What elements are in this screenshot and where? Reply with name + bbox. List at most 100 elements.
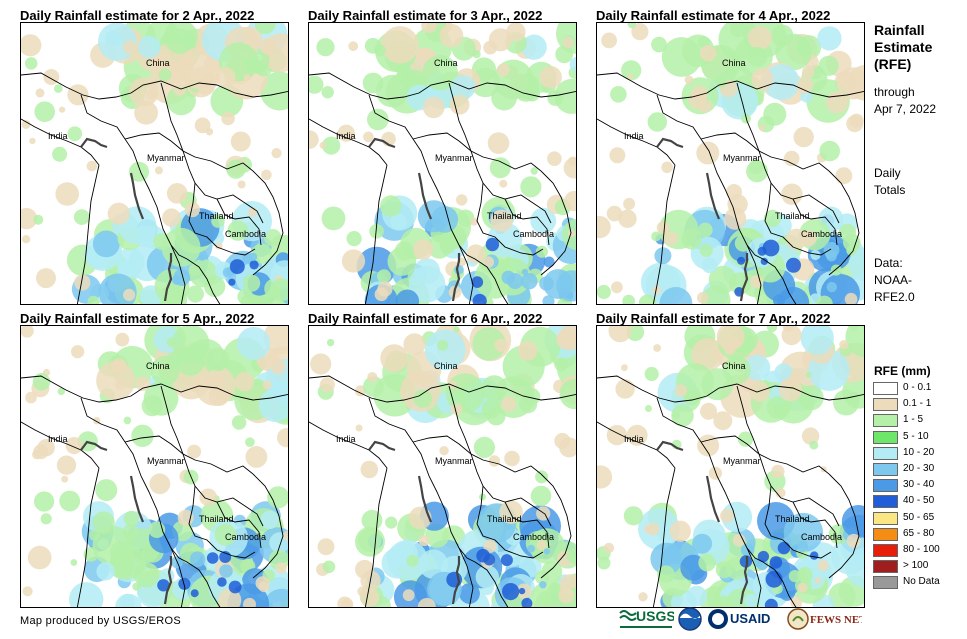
rainfall-patch [459, 583, 480, 604]
rainfall-patch [73, 209, 90, 226]
rainfall-patch [33, 444, 49, 460]
rainfall-patch [206, 552, 219, 564]
rainfall-patch [472, 327, 506, 361]
rainfall-patch [518, 587, 526, 595]
rainfall-patch [797, 541, 809, 553]
rainfall-patch [174, 288, 187, 301]
rainfall-patch [237, 180, 246, 189]
rainfall-patch [208, 73, 220, 85]
country-border [216, 501, 262, 549]
rainfall-patch [700, 402, 717, 420]
country-border [746, 547, 797, 607]
rainfall-patch [248, 207, 258, 217]
rainfall-patch [562, 36, 574, 48]
country-border [700, 441, 762, 607]
rainfall-patch [567, 229, 576, 238]
rainfall-patch [715, 561, 733, 579]
country-border [828, 170, 860, 276]
rainfall-patch [131, 424, 154, 447]
country-border [21, 421, 100, 469]
country-border [368, 397, 414, 443]
legend-swatch [873, 398, 898, 412]
rainfall-patch [355, 559, 374, 579]
rainfall-patch [751, 68, 774, 91]
rainfall-patch [697, 222, 713, 238]
rainfall-patch [521, 597, 533, 607]
rainfall-patch [847, 391, 861, 405]
rainfall-patch [494, 338, 508, 352]
rainfall-patch [727, 337, 740, 350]
rainfall-patch [835, 167, 853, 185]
rainfall-patch [621, 60, 642, 81]
map-label-china: China [722, 361, 746, 371]
rainfall-patch [762, 239, 780, 257]
rainfall-patch [841, 505, 864, 538]
rainfall-patch [627, 73, 634, 80]
rainfall-patch [499, 500, 523, 524]
coastline [368, 137, 396, 149]
rainfall-patch [597, 216, 611, 239]
rainfall-patch [451, 75, 476, 100]
rainfall-patch [215, 242, 223, 250]
rainfall-patch [310, 353, 332, 375]
rainfall-patch [479, 493, 486, 501]
rainfall-patch [363, 376, 384, 397]
rainfall-patch [775, 487, 786, 498]
rainfall-map-4 [21, 326, 288, 607]
map-panel-1: China India Myanmar Thailand Cambodia [20, 22, 289, 305]
rainfall-patch [627, 23, 637, 29]
rainfall-patch [711, 595, 734, 607]
country-border [504, 501, 550, 549]
rainfall-patch [654, 247, 672, 265]
rainfall-patch [32, 373, 51, 391]
fewsnet-logo: FEWS NET [786, 605, 867, 633]
rainfall-patch [67, 84, 89, 106]
country-border [700, 138, 762, 304]
sidebar-through-1: through [874, 85, 915, 99]
rainfall-patch [663, 231, 679, 246]
rainfall-patch [135, 376, 151, 391]
coastline [705, 172, 721, 220]
rainfall-patch [341, 598, 354, 607]
rainfall-patch [481, 375, 508, 402]
rainfall-patch [186, 285, 204, 303]
rainfall-patch [828, 524, 849, 545]
rainfall-patch [267, 486, 288, 509]
rainfall-patch [439, 23, 464, 48]
rainfall-map-2 [309, 23, 576, 304]
rainfall-patch [481, 399, 501, 419]
legend-label: 0.1 - 1 [903, 398, 932, 410]
rainfall-patch [134, 100, 158, 125]
rainfall-patch [698, 99, 712, 113]
rainfall-patch [262, 380, 272, 390]
map-label-cambodia: Cambodia [801, 229, 843, 239]
country-border [252, 473, 284, 579]
country-border [736, 385, 830, 475]
rainfall-patch [814, 577, 822, 584]
rainfall-patch [750, 275, 764, 288]
country-border [792, 198, 838, 246]
rainfall-patch [231, 415, 247, 430]
rainfall-patch [763, 102, 787, 126]
rainfall-patch [608, 326, 632, 343]
rainfall-patch [275, 562, 287, 574]
rainfall-patch [547, 151, 562, 166]
rainfall-patch [554, 78, 576, 114]
rainfall-patch [488, 455, 501, 467]
rainfall-patch [527, 544, 536, 553]
country-border [412, 441, 474, 607]
rainfall-patch [651, 231, 661, 242]
legend-swatch [873, 414, 898, 428]
rainfall-patch [530, 207, 557, 234]
rainfall-patch [828, 582, 856, 607]
rainfall-patch [466, 244, 486, 264]
rainfall-patch [797, 582, 808, 593]
rainfall-patch [496, 63, 510, 77]
coastline [80, 137, 108, 149]
country-border [309, 118, 388, 166]
rainfall-patch [606, 205, 623, 222]
rainfall-patch [255, 576, 270, 591]
rainfall-patch [805, 371, 812, 378]
country-border [700, 132, 760, 152]
rainfall-patch [59, 106, 66, 113]
